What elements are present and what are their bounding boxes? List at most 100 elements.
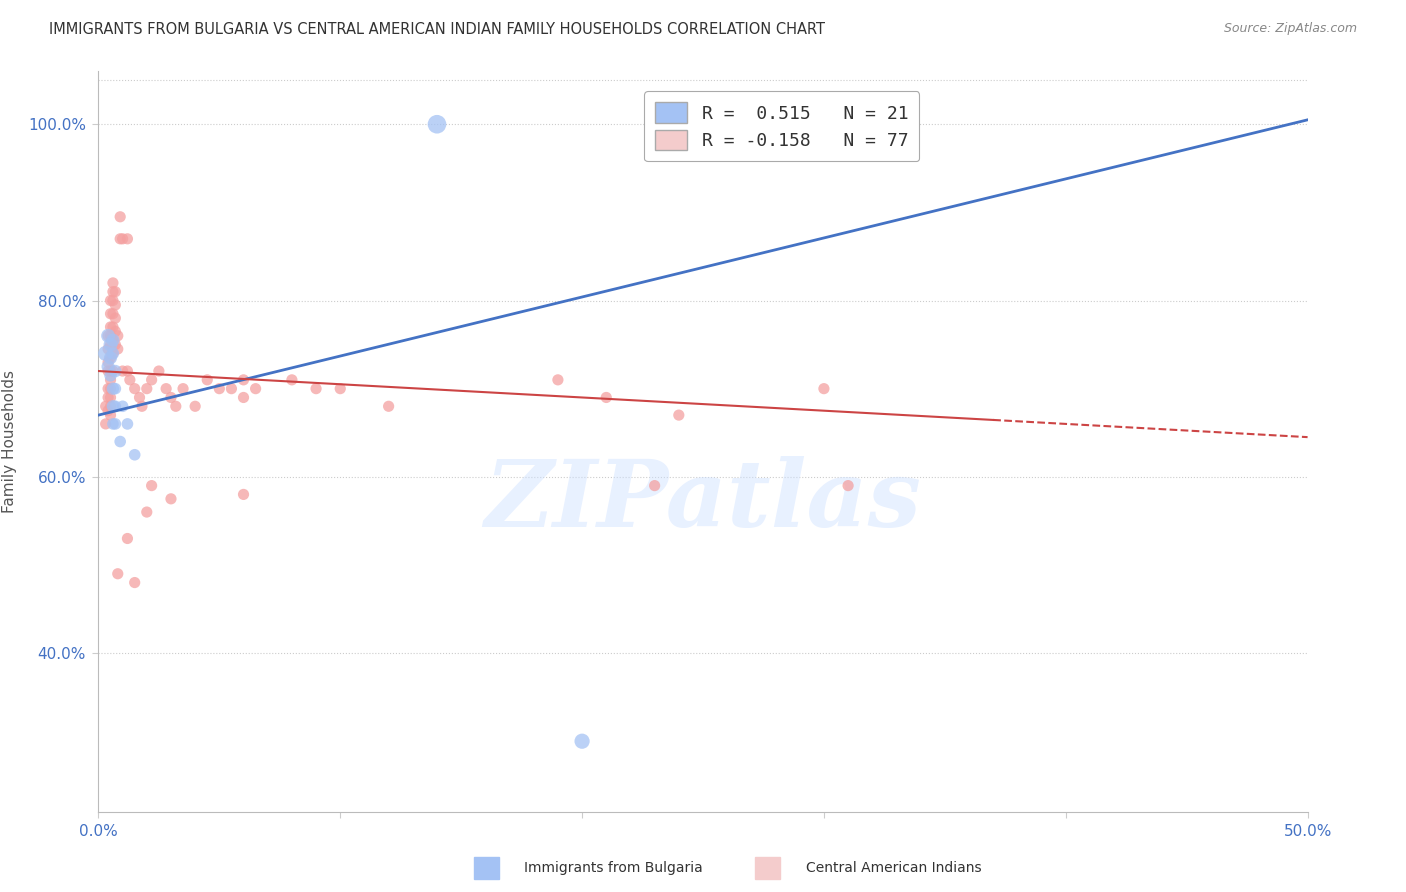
Point bbox=[104, 417, 127, 431]
Point bbox=[101, 382, 124, 396]
Bar bbox=[755, 857, 780, 879]
Point bbox=[101, 285, 124, 299]
Point bbox=[97, 328, 120, 343]
Point bbox=[100, 391, 122, 405]
Legend: R =  0.515   N = 21, R = -0.158   N = 77: R = 0.515 N = 21, R = -0.158 N = 77 bbox=[644, 92, 920, 161]
Point bbox=[100, 328, 122, 343]
Point bbox=[117, 417, 139, 431]
Point bbox=[100, 351, 122, 365]
Point bbox=[837, 478, 859, 492]
Point bbox=[208, 382, 231, 396]
Point bbox=[124, 448, 146, 462]
Point bbox=[377, 399, 399, 413]
Point bbox=[165, 399, 187, 413]
Point bbox=[104, 311, 127, 326]
Point bbox=[104, 337, 127, 351]
Point bbox=[94, 346, 117, 360]
Point bbox=[644, 478, 666, 492]
Point bbox=[111, 232, 134, 246]
Point bbox=[117, 532, 139, 546]
Point bbox=[100, 382, 122, 396]
Point bbox=[155, 382, 177, 396]
Point bbox=[107, 566, 129, 581]
Point bbox=[100, 364, 122, 378]
Point bbox=[108, 434, 131, 449]
Point bbox=[547, 373, 569, 387]
Point bbox=[118, 373, 141, 387]
Point bbox=[94, 399, 117, 413]
Point bbox=[104, 298, 127, 312]
Text: Immigrants from Bulgaria: Immigrants from Bulgaria bbox=[524, 861, 703, 875]
Point bbox=[104, 285, 127, 299]
Bar bbox=[474, 857, 499, 879]
Point bbox=[97, 382, 120, 396]
Text: ZIPatlas: ZIPatlas bbox=[485, 456, 921, 546]
Point bbox=[184, 399, 207, 413]
Point bbox=[232, 373, 254, 387]
Point bbox=[101, 276, 124, 290]
Point bbox=[135, 505, 157, 519]
Point bbox=[97, 364, 120, 378]
Point bbox=[281, 373, 304, 387]
Point bbox=[100, 307, 122, 321]
Point bbox=[100, 408, 122, 422]
Point bbox=[100, 351, 122, 365]
Point bbox=[97, 359, 120, 374]
Point bbox=[117, 232, 139, 246]
Point bbox=[128, 391, 150, 405]
Point bbox=[101, 333, 124, 347]
Point bbox=[97, 391, 120, 405]
Point bbox=[172, 382, 194, 396]
Point bbox=[101, 417, 124, 431]
Point bbox=[117, 364, 139, 378]
Point bbox=[100, 293, 122, 308]
Point bbox=[100, 368, 122, 383]
Point bbox=[195, 373, 218, 387]
Point bbox=[135, 382, 157, 396]
Text: Central American Indians: Central American Indians bbox=[806, 861, 981, 875]
Point bbox=[668, 408, 690, 422]
Point bbox=[221, 382, 243, 396]
Point bbox=[131, 399, 153, 413]
Point bbox=[101, 346, 124, 360]
Point bbox=[101, 399, 124, 413]
Point bbox=[100, 373, 122, 387]
Point bbox=[97, 342, 120, 356]
Text: IMMIGRANTS FROM BULGARIA VS CENTRAL AMERICAN INDIAN FAMILY HOUSEHOLDS CORRELATIO: IMMIGRANTS FROM BULGARIA VS CENTRAL AMER… bbox=[49, 22, 825, 37]
Point bbox=[329, 382, 352, 396]
Point bbox=[111, 399, 134, 413]
Point bbox=[107, 342, 129, 356]
Point bbox=[595, 391, 617, 405]
Point bbox=[813, 382, 835, 396]
Y-axis label: Family Households: Family Households bbox=[1, 370, 17, 513]
Point bbox=[245, 382, 267, 396]
Point bbox=[101, 307, 124, 321]
Point bbox=[141, 373, 163, 387]
Point bbox=[100, 337, 122, 351]
Point bbox=[104, 382, 127, 396]
Point bbox=[97, 355, 120, 369]
Point bbox=[148, 364, 170, 378]
Point bbox=[571, 734, 593, 748]
Point bbox=[104, 399, 127, 413]
Point bbox=[141, 478, 163, 492]
Point bbox=[160, 491, 183, 506]
Point bbox=[101, 364, 124, 378]
Point bbox=[111, 364, 134, 378]
Point bbox=[101, 320, 124, 334]
Point bbox=[426, 117, 449, 131]
Point bbox=[101, 333, 124, 347]
Point bbox=[108, 210, 131, 224]
Point bbox=[101, 293, 124, 308]
Point bbox=[124, 382, 146, 396]
Point bbox=[108, 232, 131, 246]
Point bbox=[94, 417, 117, 431]
Point bbox=[104, 324, 127, 338]
Point bbox=[160, 391, 183, 405]
Point bbox=[124, 575, 146, 590]
Point bbox=[100, 399, 122, 413]
Text: Source: ZipAtlas.com: Source: ZipAtlas.com bbox=[1223, 22, 1357, 36]
Point bbox=[232, 391, 254, 405]
Point bbox=[107, 328, 129, 343]
Point bbox=[97, 328, 120, 343]
